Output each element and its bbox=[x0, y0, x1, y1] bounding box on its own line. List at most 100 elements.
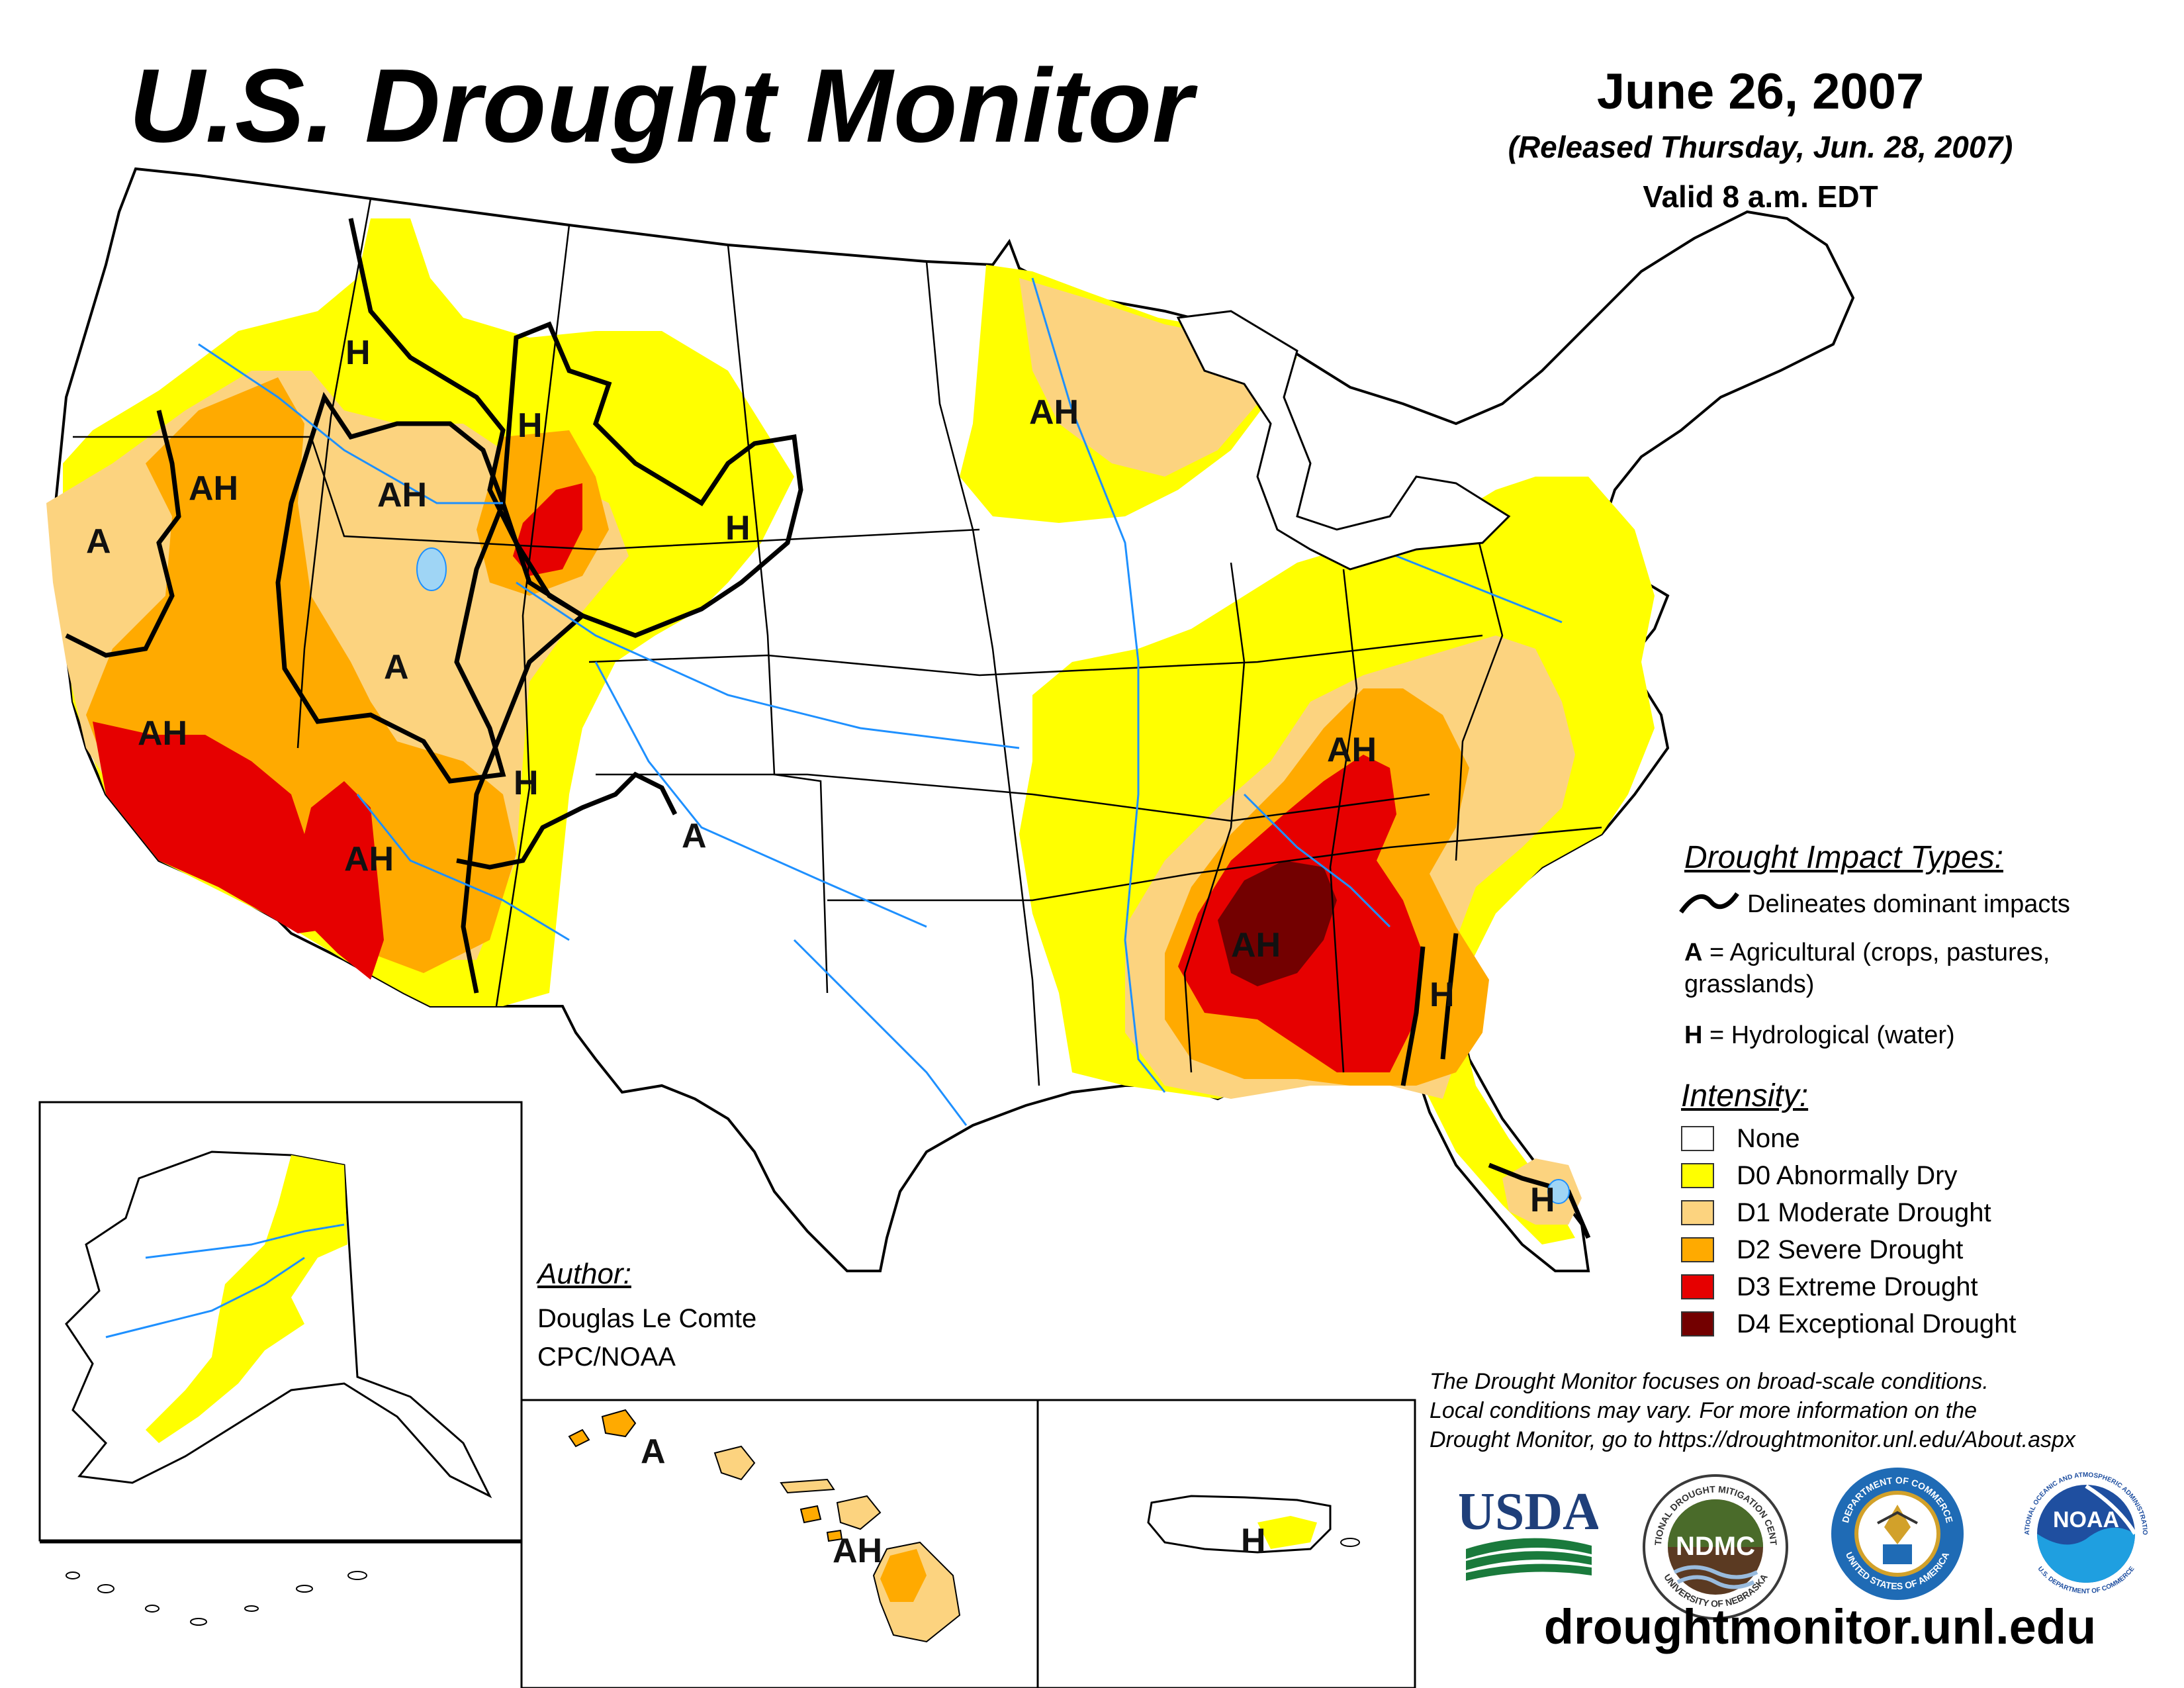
puerto-rico-d0 bbox=[1257, 1516, 1317, 1549]
commerce-logo[interactable]: DEPARTMENT OF COMMERCE UNITED STATES OF … bbox=[1830, 1466, 1966, 1602]
footnote-line-1: The Drought Monitor focuses on broad-sca… bbox=[1430, 1369, 1989, 1394]
d1-mn bbox=[1019, 278, 1284, 477]
impact-legend-hyd-text: = Hydrological (water) bbox=[1709, 1021, 1955, 1049]
map-impact-labels: A AH AH H H H A AH AH H A AH AH AH H H A… bbox=[86, 334, 1555, 1570]
intensity-label: D3 Extreme Drought bbox=[1737, 1272, 1978, 1301]
impact-line-ca bbox=[65, 410, 181, 658]
hawaii-molokai bbox=[780, 1478, 835, 1494]
impact-line-wy bbox=[500, 321, 803, 638]
intensity-swatch bbox=[1681, 1237, 1714, 1262]
map-label-ca-south: AH bbox=[138, 714, 187, 753]
impact-line-east bbox=[1400, 946, 1426, 1086]
map-label-al-ms: AH bbox=[1231, 926, 1281, 964]
footnote-line-3: Drought Monitor, go to https://droughtmo… bbox=[1430, 1427, 2075, 1452]
great-salt-lake bbox=[416, 547, 447, 591]
state-boundaries bbox=[73, 198, 1602, 1086]
page-title: U.S. Drought Monitor bbox=[129, 48, 1194, 164]
impact-line-west bbox=[348, 218, 586, 994]
impact-line-fl bbox=[1488, 1162, 1591, 1239]
author-heading: Author: bbox=[537, 1258, 631, 1290]
lake-okeechobee bbox=[1547, 1179, 1570, 1204]
map-label-id-south: AH bbox=[377, 476, 427, 514]
author-name: Douglas Le Comte bbox=[537, 1304, 757, 1333]
impact-legend-ag-key: A bbox=[1684, 939, 1703, 966]
map-label-hi-maui: AH bbox=[833, 1532, 882, 1570]
intensity-item-d1: D1 Moderate Drought bbox=[1681, 1196, 1991, 1229]
inset-frames bbox=[38, 1101, 1416, 1688]
intensity-label: D2 Severe Drought bbox=[1737, 1235, 1964, 1264]
alaska-d0 bbox=[146, 1155, 347, 1443]
impact-legend-delineates: Delineates dominant impacts bbox=[1747, 890, 2070, 918]
intensity-swatch bbox=[1681, 1274, 1714, 1299]
impact-legend-ag: A = Agricultural (crops, pastures, bbox=[1684, 939, 2050, 967]
ndmc-logo-text: NDMC bbox=[1676, 1532, 1755, 1561]
impact-legend-hyd: H = Hydrological (water) bbox=[1684, 1021, 1955, 1050]
intensity-label: None bbox=[1737, 1123, 1800, 1153]
footnote-line-2: Local conditions may vary. For more info… bbox=[1430, 1398, 1978, 1423]
map-label-nm-north: A bbox=[682, 817, 707, 855]
release-date: (Released Thursday, Jun. 28, 2007) bbox=[1508, 130, 2013, 164]
map-label-hi-kauai: A bbox=[641, 1432, 666, 1471]
noaa-logo-text: NOAA bbox=[2053, 1507, 2119, 1532]
intensity-label: D0 Abnormally Dry bbox=[1737, 1160, 1958, 1190]
map-label-ut: A bbox=[384, 648, 409, 686]
intensity-item-d4: D4 Exceptional Drought bbox=[1681, 1307, 2016, 1340]
impact-lines bbox=[65, 218, 1591, 1239]
hawaii-lanai bbox=[799, 1505, 822, 1524]
impact-line-sw bbox=[456, 771, 678, 870]
intensity-label: D4 Exceptional Drought bbox=[1737, 1309, 2017, 1338]
intensity-label: D1 Moderate Drought bbox=[1737, 1197, 1991, 1227]
rivers bbox=[198, 277, 1563, 1126]
alaska-rivers bbox=[105, 1223, 345, 1338]
intensity-item-d3: D3 Extreme Drought bbox=[1681, 1270, 1978, 1303]
footnote: The Drought Monitor focuses on broad-sca… bbox=[1430, 1367, 2171, 1454]
map-label-wy-east: H bbox=[725, 509, 751, 547]
map-label-fl: H bbox=[1530, 1181, 1555, 1219]
author-org: CPC/NOAA bbox=[537, 1342, 676, 1372]
hawaii-kauai bbox=[601, 1409, 637, 1438]
intensity-swatch bbox=[1681, 1126, 1714, 1151]
noaa-logo[interactable]: NATIONAL OCEANIC AND ATMOSPHERIC ADMINIS… bbox=[2019, 1466, 2154, 1602]
impact-legend-heading: Drought Impact Types: bbox=[1684, 840, 2003, 875]
map-label-mt-west: H bbox=[345, 334, 371, 372]
hawaii-kahoolawe bbox=[826, 1529, 843, 1542]
map-label-ca-north: A bbox=[86, 522, 111, 561]
map-label-ga: H bbox=[1430, 976, 1455, 1014]
impact-legend-ag-text2: grasslands) bbox=[1684, 970, 1815, 998]
impact-legend-hyd-key: H bbox=[1684, 1021, 1703, 1049]
hawaii-big-island-d2 bbox=[880, 1549, 927, 1602]
hawaii-oahu bbox=[713, 1445, 756, 1481]
usda-logo[interactable]: USDA bbox=[1459, 1483, 1598, 1582]
hawaii-islands bbox=[568, 1409, 961, 1643]
hawaii-maui bbox=[836, 1495, 882, 1530]
map-date: June 26, 2007 bbox=[1596, 64, 1925, 120]
intensity-item-d0: D0 Abnormally Dry bbox=[1681, 1159, 1957, 1192]
great-lakes bbox=[1176, 310, 1511, 571]
delineation-line-icon bbox=[1679, 892, 1739, 914]
intensity-item-none: None bbox=[1681, 1122, 1800, 1155]
intensity-swatch bbox=[1681, 1163, 1714, 1188]
hawaii-niihau bbox=[568, 1429, 590, 1448]
intensity-legend-heading: Intensity: bbox=[1681, 1078, 1809, 1113]
intensity-swatch bbox=[1681, 1200, 1714, 1225]
map-label-wy-west: H bbox=[518, 406, 543, 445]
aleutians bbox=[66, 1571, 367, 1626]
map-label-ky-tn: AH bbox=[1327, 731, 1377, 769]
valid-time: Valid 8 a.m. EDT bbox=[1643, 179, 1878, 214]
impact-line-great-basin bbox=[275, 391, 506, 784]
map-label-co-west: H bbox=[514, 764, 539, 802]
d3-az bbox=[298, 781, 384, 980]
vieques bbox=[1340, 1538, 1360, 1547]
d4-east bbox=[1218, 861, 1337, 986]
impact-legend-ag-text: = Agricultural (crops, pastures, bbox=[1709, 939, 2050, 966]
usda-logo-text: USDA bbox=[1459, 1483, 1598, 1541]
impact-line-ga bbox=[1440, 933, 1459, 1060]
map-label-mn: AH bbox=[1029, 393, 1079, 432]
d1-fl bbox=[1502, 1158, 1582, 1225]
site-url[interactable]: droughtmonitor.unl.edu bbox=[1543, 1599, 2097, 1654]
ndmc-logo[interactable]: NATIONAL DROUGHT MITIGATION CENTER UNIVE… bbox=[1641, 1473, 1790, 1622]
map-label-az: AH bbox=[344, 840, 394, 878]
map-label-nv-north: AH bbox=[189, 469, 238, 508]
intensity-item-d2: D2 Severe Drought bbox=[1681, 1233, 1963, 1266]
